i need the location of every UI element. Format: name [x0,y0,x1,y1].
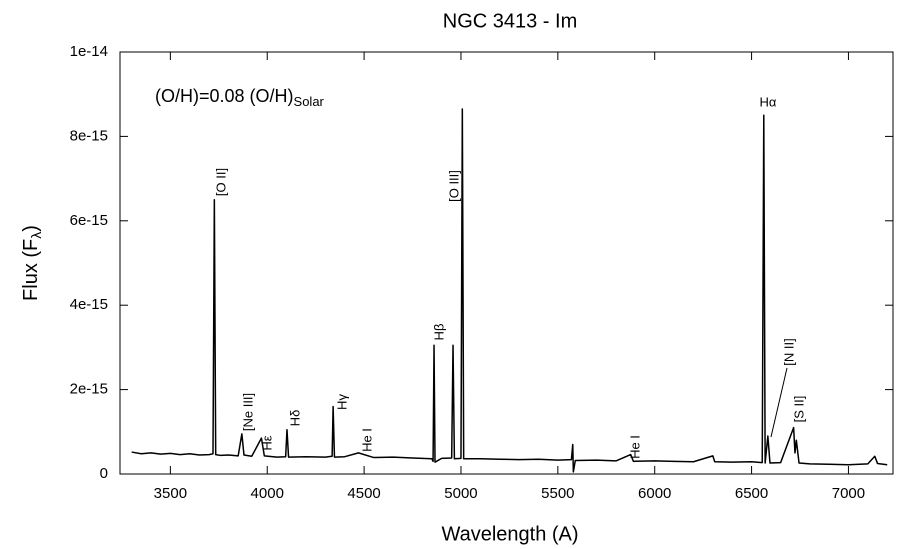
y-axis-label: Flux (Fλ) [20,225,43,301]
y-tick-label: 2e-15 [70,381,108,398]
y-label-end: ) [20,225,42,232]
x-tick-label: 4500 [347,485,380,502]
x-tick-label: 5000 [444,485,477,502]
y-tick-label: 1e-14 [70,43,108,60]
y-label-main: Flux (F [20,239,42,301]
y-tick-label: 0 [100,465,108,482]
x-axis-label: Wavelength (A) [441,523,578,545]
annotation-sub: Solar [294,94,325,109]
x-tick-label: 4000 [251,485,284,502]
line-label: Hβ [431,324,446,341]
line-label: [O III] [446,170,461,202]
chart-title: NGC 3413 - Im [443,10,577,32]
x-tick-label: 3500 [154,485,187,502]
line-label: He I [627,435,642,459]
annotation: (O/H)=0.08 (O/H)Solar [155,86,325,110]
plot-frame [119,51,894,475]
x-tick-label: 6500 [735,485,768,502]
line-label: He I [359,428,374,452]
line-label: Hγ [334,394,349,410]
label-connector [770,367,788,438]
y-tick-label: 4e-15 [70,296,108,313]
line-label: Hα [760,94,777,109]
line-label: [S II] [791,396,806,423]
x-tick-label: 5500 [541,485,574,502]
x-tick-label: 6000 [638,485,671,502]
x-tick-label: 7000 [832,485,865,502]
line-label: [N II] [781,338,796,365]
spectrum-line [131,108,888,473]
line-label: Hδ [287,410,302,427]
line-label: Hε [259,435,274,450]
y-tick-label: 6e-15 [70,212,108,229]
line-label: [O II] [213,168,228,196]
y-label-sub: λ [28,232,44,239]
line-label: [Ne III] [240,393,255,431]
annotation-main: (O/H)=0.08 (O/H) [155,86,294,106]
y-tick-label: 8e-15 [70,127,108,144]
